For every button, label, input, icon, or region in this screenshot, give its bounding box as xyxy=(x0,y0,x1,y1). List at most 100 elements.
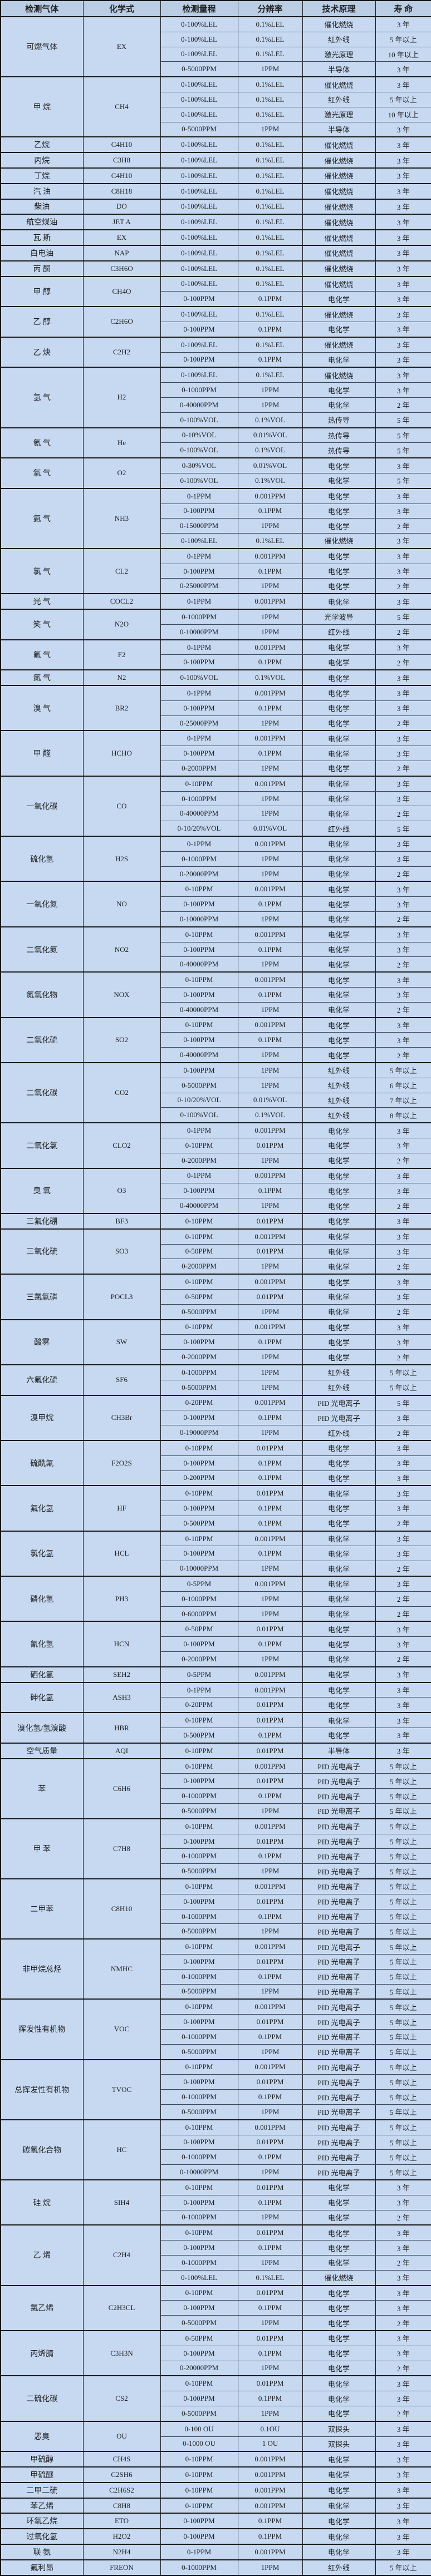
lifespan-cell: 5 年以上 xyxy=(375,1062,431,1078)
lifespan-cell: 3 年 xyxy=(375,503,431,519)
range-cell: 0-100PPM xyxy=(160,1773,238,1789)
lifespan-cell: 3 年 xyxy=(375,1621,431,1637)
gas-name-cell: 挥发性有机物 xyxy=(0,1998,84,2060)
principle-cell: 电化学 xyxy=(302,1016,376,1033)
range-cell: 0-5000PPM xyxy=(160,61,238,77)
table-row: 0-100PPM 0.1PPM 电化学 3 年 xyxy=(1,2194,431,2210)
principle-cell: PID 光电离子 xyxy=(302,1968,376,1985)
header-principle: 技术原理 xyxy=(302,0,376,17)
lifespan-cell: 2 年 xyxy=(375,911,431,927)
lifespan-cell: 3 年 xyxy=(375,926,431,942)
table-row: 氨 气 NH3 0-1PPM 0.001PPM 电化学 3 年 xyxy=(0,487,431,549)
table-row: 氯 气 CL2 0-1PPM 0.001PPM 电化学 3 年 xyxy=(0,547,431,594)
gas-name-cell: 丁烷 xyxy=(0,167,84,184)
lifespan-cell: 3 年 xyxy=(375,1334,431,1350)
table-row: 0-500PPM 0.1PPM 电化学 3 年 xyxy=(1,1728,431,1744)
table-row: 非甲烷总烃 NMHC 0-10PPM 0.001PPM PID 光电离子 5 年以上 xyxy=(0,1938,431,2000)
resolution-cell: 0.1PPM xyxy=(237,654,303,670)
table-row: 恶臭 OU 0-100 OU 0.1OU 双探头 3 年 xyxy=(0,2420,431,2452)
principle-cell: PID 光电离子 xyxy=(302,2044,376,2060)
resolution-cell: 1PPM xyxy=(237,1863,303,1879)
gas-name-cell: 二甲二硫 xyxy=(0,2481,84,2499)
range-cell: 0-2000PPM xyxy=(160,1259,238,1275)
lifespan-cell: 2 年 xyxy=(375,397,431,413)
lifespan-cell: 3 年 xyxy=(375,275,431,292)
table-row: 0-40000PPM 1PPM 电化学 2 年 xyxy=(1,1198,431,1214)
principle-cell: 电化学 xyxy=(302,730,376,747)
principle-cell: 电化学 xyxy=(302,669,376,686)
formula-cell: C2H6O xyxy=(82,306,161,338)
lifespan-cell: 3 年 xyxy=(375,198,431,215)
lifespan-cell: 3 年 xyxy=(375,775,431,792)
resolution-cell: 0.01PPM xyxy=(237,1833,303,1849)
resolution-cell: 0.001PPM xyxy=(237,2544,303,2560)
gas-name-cell: 三氟化硼 xyxy=(0,1212,84,1230)
lifespan-cell: 5 年 xyxy=(375,427,431,443)
gas-name-cell: 二氧化氯 xyxy=(0,1122,84,1169)
gas-name-cell: 柴油 xyxy=(0,198,84,215)
lifespan-cell: 6 年以上 xyxy=(375,1077,431,1093)
lifespan-cell: 5 年以上 xyxy=(375,1923,431,1940)
resolution-cell: 0.1%LEL xyxy=(237,136,303,153)
resolution-cell: 0.001PPM xyxy=(237,2451,303,2468)
range-cell: 0-1000PPM xyxy=(160,2089,238,2105)
range-cell: 0-100PPM xyxy=(160,896,238,912)
resolution-cell: 0.1PPM xyxy=(237,2345,303,2361)
lifespan-cell: 5 年以上 xyxy=(375,2014,431,2030)
range-cell: 0-100%LEL xyxy=(160,244,238,261)
gas-name-cell: 硅 烷 xyxy=(0,2179,84,2225)
table-row: 航空煤油 JET A 0-100%LEL 0.1%LEL 催化燃烧 3 年 xyxy=(0,214,431,230)
lifespan-cell: 3 年 xyxy=(375,2513,431,2529)
table-row: 0-100%LEL 0.1%LEL 红外线 5 年以上 xyxy=(1,91,431,107)
table-row: 三氟化硼 BF3 0-10PPM 0.01PPM 电化学 3 年 xyxy=(0,1212,431,1230)
table-row: 白电油 NAP 0-100%LEL 0.1%LEL 催化燃烧 3 年 xyxy=(0,244,431,261)
range-cell: 0-100%LEL xyxy=(160,336,238,353)
table-row: 氮氧化物 NOX 0-10PPM 0.001PPM 电化学 3 年 xyxy=(0,971,431,1018)
resolution-cell: 0.01PPM xyxy=(237,1773,303,1789)
lifespan-cell: 3 年 xyxy=(375,2240,431,2256)
lifespan-cell: 2 年 xyxy=(375,1152,431,1169)
formula-cell: O3 xyxy=(82,1167,161,1214)
formula-cell: C3H3N xyxy=(82,2330,161,2376)
principle-cell: 红外线 xyxy=(302,31,376,47)
lifespan-cell: 2 年 xyxy=(375,1047,431,1063)
principle-cell: PID 光电离子 xyxy=(302,2134,376,2150)
principle-cell: 电化学 xyxy=(302,2405,376,2422)
range-cell: 0-100PPM xyxy=(160,1334,238,1350)
resolution-cell: 0.1%LEL xyxy=(237,198,303,215)
lifespan-cell: 3 年 xyxy=(375,1697,431,1713)
range-cell: 0-100%LEL xyxy=(160,91,238,107)
range-cell: 0-100PPM xyxy=(160,1501,238,1516)
table-row: 0-10000PPM 1PPM 电化学 2 年 xyxy=(1,1561,431,1577)
resolution-cell: 0.1%LEL xyxy=(237,76,303,92)
gas-name-cell: 氨 气 xyxy=(0,487,84,549)
lifespan-cell: 2 年 xyxy=(375,1606,431,1622)
range-cell: 0-10/20%VOL xyxy=(160,821,238,837)
principle-cell: 催化燃烧 xyxy=(302,182,376,200)
resolution-cell: 1PPM xyxy=(237,1062,303,1078)
gas-name-cell: 丙 酮 xyxy=(0,260,84,277)
range-cell: 0-100PPM xyxy=(160,2134,238,2150)
table-row: 0-100PPM 0.1PPM 电化学 3 年 xyxy=(1,1032,431,1048)
table-row: 挥发性有机物 VOC 0-10PPM 0.001PPM PID 光电离子 5 年以上 xyxy=(0,1998,431,2060)
table-row: 硫化氢 H2S 0-1PPM 0.001PPM 电化学 3 年 xyxy=(0,836,431,882)
lifespan-cell: 5 年 xyxy=(375,472,431,489)
table-row: 0-100%LEL 0.1%LEL 催化燃烧 3 年 xyxy=(1,2269,431,2286)
lifespan-cell: 5 年以上 xyxy=(375,1788,431,1804)
principle-cell: PID 光电离子 xyxy=(302,1818,376,1834)
range-cell: 0-5000PPM xyxy=(160,1077,238,1093)
gas-name-cell: 二氧化氮 xyxy=(0,926,84,973)
lifespan-cell: 3 年 xyxy=(375,1228,431,1245)
range-cell: 0-15000PPM xyxy=(160,518,238,534)
resolution-cell: 0.1PPM xyxy=(237,291,303,307)
resolution-cell: 0.1PPM xyxy=(237,2029,303,2045)
resolution-cell: 0.01PPM xyxy=(237,1954,303,1970)
gas-name-cell: 乙 炔 xyxy=(0,336,84,368)
resolution-cell: 1PPM xyxy=(237,609,303,625)
lifespan-cell: 3 年 xyxy=(375,1742,431,1759)
table-row: 0-1000PPM 0.1PPM PID 光电离子 5 年以上 xyxy=(1,2089,431,2105)
principle-cell: 电化学 xyxy=(302,1439,376,1456)
resolution-cell: 0.001PPM xyxy=(237,1274,303,1290)
resolution-cell: 0.1PPM xyxy=(237,1728,303,1744)
range-cell: 0-100%LEL xyxy=(160,16,238,32)
